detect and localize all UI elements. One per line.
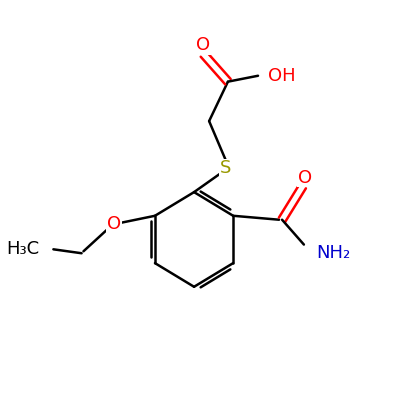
Text: OH: OH [268,67,296,85]
Text: S: S [220,160,232,178]
Text: O: O [196,36,210,54]
Text: NH₂: NH₂ [316,244,350,262]
Text: O: O [106,215,121,233]
Text: O: O [298,168,312,186]
Text: H₃C: H₃C [6,240,39,258]
